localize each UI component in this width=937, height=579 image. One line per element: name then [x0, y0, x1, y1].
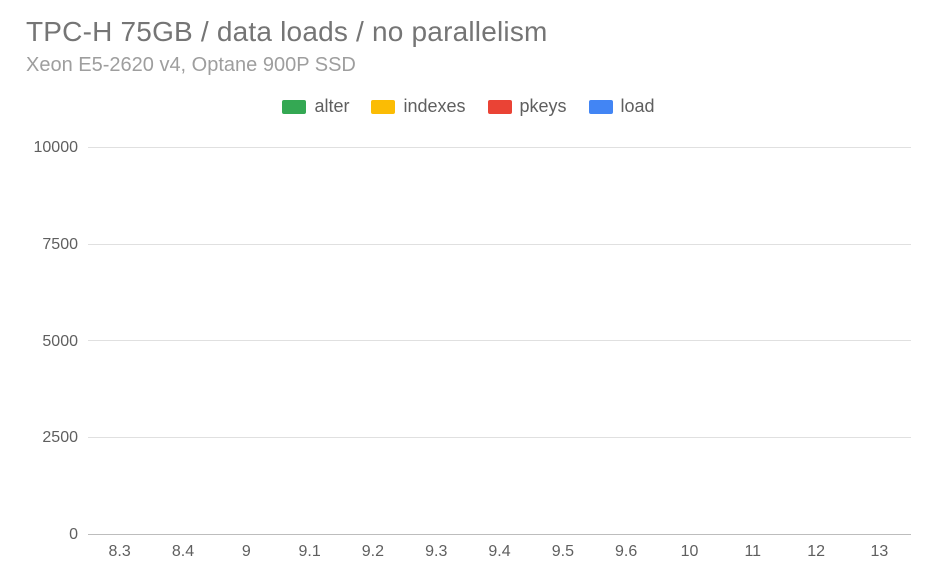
x-tick-label: 9.1: [278, 537, 341, 565]
bar-slot: [88, 148, 151, 534]
x-tick-label: 9: [215, 537, 278, 565]
legend-swatch-pkeys: [488, 100, 512, 114]
bar-slot: [215, 148, 278, 534]
bar-slot: [341, 148, 404, 534]
legend-label-alter: alter: [314, 96, 349, 117]
bar-slot: [784, 148, 847, 534]
legend-item-alter: alter: [282, 96, 349, 117]
bars-group: [88, 148, 911, 534]
bar-slot: [531, 148, 594, 534]
bar-slot: [848, 148, 911, 534]
bar-slot: [595, 148, 658, 534]
x-tick-label: 12: [784, 537, 847, 565]
x-tick-label: 8.4: [151, 537, 214, 565]
x-tick-label: 9.2: [341, 537, 404, 565]
legend-item-load: load: [589, 96, 655, 117]
bar-slot: [151, 148, 214, 534]
legend-item-pkeys: pkeys: [488, 96, 567, 117]
plot: [88, 148, 911, 535]
bar-slot: [468, 148, 531, 534]
legend-label-load: load: [621, 96, 655, 117]
y-axis: 025005000750010000: [26, 148, 84, 535]
y-tick-label: 0: [26, 526, 78, 544]
bar-slot: [658, 148, 721, 534]
x-axis: 8.38.499.19.29.39.49.59.610111213: [88, 537, 911, 565]
x-tick-label: 13: [848, 537, 911, 565]
bar-slot: [721, 148, 784, 534]
x-tick-label: 9.3: [405, 537, 468, 565]
chart-container: TPC-H 75GB / data loads / no parallelism…: [0, 0, 937, 579]
x-tick-label: 9.5: [531, 537, 594, 565]
y-tick-label: 5000: [26, 333, 78, 351]
x-tick-label: 10: [658, 537, 721, 565]
legend: alter indexes pkeys load: [0, 96, 937, 117]
legend-swatch-alter: [282, 100, 306, 114]
legend-swatch-load: [589, 100, 613, 114]
chart-subtitle: Xeon E5-2620 v4, Optane 900P SSD: [26, 54, 356, 77]
chart-title: TPC-H 75GB / data loads / no parallelism: [26, 16, 548, 48]
y-tick-label: 10000: [26, 139, 78, 157]
legend-label-indexes: indexes: [403, 96, 465, 117]
bar-slot: [405, 148, 468, 534]
x-tick-label: 8.3: [88, 537, 151, 565]
y-tick-label: 2500: [26, 429, 78, 447]
x-tick-label: 9.4: [468, 537, 531, 565]
bar-slot: [278, 148, 341, 534]
legend-label-pkeys: pkeys: [520, 96, 567, 117]
legend-swatch-indexes: [371, 100, 395, 114]
plot-area: 025005000750010000 8.38.499.19.29.39.49.…: [26, 130, 911, 565]
x-tick-label: 11: [721, 537, 784, 565]
legend-item-indexes: indexes: [371, 96, 465, 117]
y-tick-label: 7500: [26, 236, 78, 254]
x-tick-label: 9.6: [595, 537, 658, 565]
